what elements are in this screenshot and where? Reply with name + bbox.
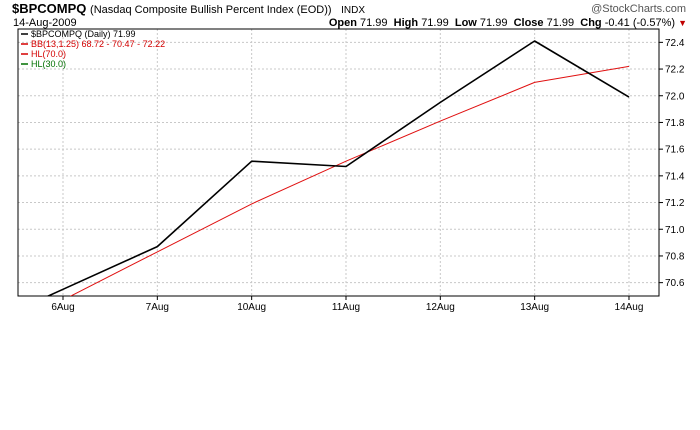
y-tick-label: 72.0 <box>665 91 685 102</box>
symbol-description: (Nasdaq Composite Bullish Percent Index … <box>90 4 332 16</box>
x-tick-label: 13Aug <box>520 302 549 313</box>
high-label: High <box>393 17 419 29</box>
x-tick-label: 11Aug <box>332 302 360 313</box>
x-tick-label: 7Aug <box>146 302 169 313</box>
open-label: Open <box>328 17 357 29</box>
exchange-label: INDX <box>341 5 366 16</box>
watermark: @StockCharts.com <box>591 3 686 15</box>
x-tick-label: 6Aug <box>51 302 74 313</box>
y-tick-label: 71.2 <box>665 198 685 209</box>
y-tick-label: 70.8 <box>665 251 685 262</box>
plot-frame <box>17 28 660 297</box>
y-tick-label: 71.6 <box>665 145 685 156</box>
y-tick-label: 71.0 <box>665 225 685 236</box>
y-tick-label: 71.8 <box>665 118 685 129</box>
y-tick-label: 72.2 <box>665 65 685 76</box>
y-tick-label: 70.6 <box>665 278 685 289</box>
low-value: 71.99 <box>479 17 508 29</box>
high-value: 71.99 <box>421 17 449 29</box>
series-group <box>46 40 630 296</box>
open-value: 71.99 <box>360 17 388 29</box>
x-tick-label: 12Aug <box>426 302 455 313</box>
close-label: Close <box>513 17 544 29</box>
chg-label: Chg <box>580 17 602 29</box>
chg-value: -0.41 (-0.57%) <box>604 17 676 29</box>
grid-lines <box>18 29 659 296</box>
y-tick-label: 72.4 <box>665 38 685 49</box>
x-tick-label: 10Aug <box>237 302 266 313</box>
legend-entry: HL(30.0) <box>31 59 66 69</box>
x-tick-label: 14Aug <box>615 302 644 313</box>
chart-title: $BPCOMPQ (Nasdaq Composite Bullish Perce… <box>12 1 365 16</box>
y-tick-label: 71.4 <box>665 171 685 182</box>
ohlc-readout: Open 71.99 High 71.99 Low 71.99 Close 71… <box>329 17 687 29</box>
legend-entry: $BPCOMPQ (Daily) 71.99 <box>31 29 136 39</box>
down-arrow-icon: ▼ <box>678 18 687 28</box>
legend-entry: HL(70.0) <box>31 49 66 59</box>
low-label: Low <box>454 17 477 29</box>
bollinger-middle-line <box>69 65 630 296</box>
x-axis: 6Aug 7Aug 10Aug 11Aug 12Aug 13Aug 14Aug <box>51 296 643 313</box>
chart-date: 14-Aug-2009 <box>13 17 77 29</box>
price-line <box>46 40 630 296</box>
close-value: 71.99 <box>546 17 575 29</box>
symbol-label: $BPCOMPQ <box>12 1 87 16</box>
legend-entry: BB(13,1.25) 68.72 - 70.47 - 72.22 <box>31 39 165 49</box>
y-axis: 72.4 72.2 72.0 71.8 71.6 71.4 71.2 71.0 70.8 70.6 <box>659 38 685 289</box>
